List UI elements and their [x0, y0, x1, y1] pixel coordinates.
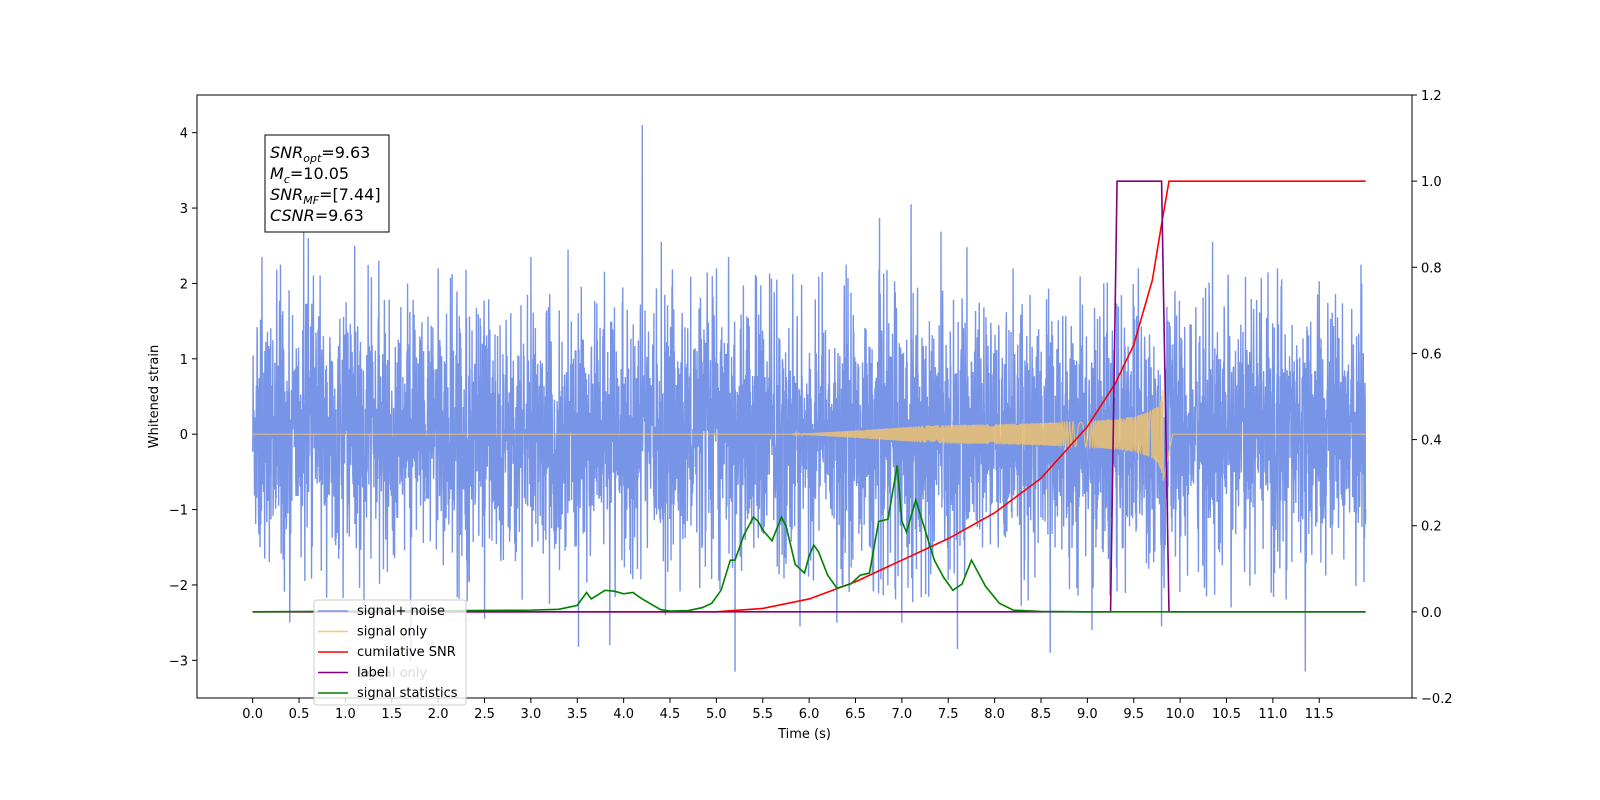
- x-tick-label: 5.0: [706, 707, 727, 722]
- x-tick-label: 7.0: [892, 707, 913, 722]
- legend-frame: [313, 599, 467, 706]
- x-tick-label: 2.0: [428, 707, 449, 722]
- x-tick-label: 6.0: [799, 707, 820, 722]
- x-tick-label: 5.5: [752, 707, 773, 722]
- plot-frame: [196, 94, 1413, 699]
- x-tick-label: 0.0: [242, 707, 263, 722]
- y-right-tick-label: 0.2: [1421, 520, 1442, 535]
- series-signal-noise-line: [251, 125, 1367, 672]
- x-tick-label: 8.5: [1031, 707, 1052, 722]
- y-left-tick-label: −1: [169, 504, 188, 519]
- series-cumilative-snr-line: [252, 180, 1366, 613]
- annotation-line: CSNR=9.63: [270, 206, 364, 225]
- y-right-tick-label: 1.2: [1421, 89, 1442, 104]
- legend-entry: cumilative SNR: [357, 645, 456, 660]
- x-tick-label: 3.0: [521, 707, 542, 722]
- x-tick-label: 9.0: [1077, 707, 1098, 722]
- x-axis: 0.0 0.5 1.0 1.5 2.0 2.5 3.0 3.5 4.0 4.5 5.0 5.5 6.0 6…: [242, 698, 1334, 722]
- x-tick-label: 4.0: [613, 707, 634, 722]
- series-signal-statistics-line: [252, 465, 1366, 613]
- y-left-tick-label: 1: [180, 353, 188, 368]
- y-left-tick-label: 3: [180, 202, 188, 217]
- x-tick-label: 0.5: [289, 707, 310, 722]
- y-right-tick-label: 0.6: [1421, 347, 1442, 362]
- y-right-tick-label: 0.8: [1421, 261, 1442, 276]
- annotation-frame: [264, 134, 390, 233]
- legend-entry: label: [357, 666, 388, 681]
- annotation-line: Mc=10.05: [270, 164, 349, 186]
- y-axis-right: −0.2 0.0 0.2 0.4 0.6 0.8 1.0 1.2: [1412, 89, 1453, 707]
- legend-entry: signal only: [357, 625, 427, 640]
- series-signal-only-line: [252, 389, 1366, 481]
- y-left-tick-label: 2: [180, 277, 188, 292]
- x-tick-label: 6.5: [845, 707, 866, 722]
- annotation-line: SNRopt=9.63: [270, 143, 370, 165]
- legend-entry: signal+ noise: [357, 604, 445, 619]
- y-left-tick-label: −3: [169, 654, 188, 669]
- x-tick-label: 11.0: [1258, 707, 1287, 722]
- y-right-tick-label: 1.0: [1421, 175, 1442, 190]
- y-axis-label: Whitened strain: [147, 345, 162, 448]
- x-tick-label: 1.5: [381, 707, 402, 722]
- x-axis-label: Time (s): [777, 727, 831, 742]
- x-tick-label: 4.5: [660, 707, 681, 722]
- y-left-tick-label: 4: [180, 127, 188, 142]
- legend-entry: signal statistics: [357, 686, 458, 701]
- x-tick-label: 10.5: [1212, 707, 1241, 722]
- y-right-tick-label: −0.2: [1421, 692, 1453, 707]
- x-tick-label: 9.5: [1123, 707, 1144, 722]
- data-layer: [251, 125, 1367, 672]
- x-tick-label: 2.5: [474, 707, 495, 722]
- y-left-tick-label: −2: [169, 579, 188, 594]
- x-tick-label: 10.0: [1166, 707, 1195, 722]
- y-left-tick-label: 0: [180, 428, 188, 443]
- y-axis-left: −3 −2 −1 0 1 2 3 4: [169, 127, 197, 669]
- y-right-tick-label: 0.4: [1421, 434, 1442, 449]
- x-tick-label: 8.0: [984, 707, 1005, 722]
- legend-occluded-text: signal only: [357, 666, 427, 681]
- y-right-tick-label: 0.0: [1421, 606, 1442, 621]
- x-tick-label: 3.5: [567, 707, 588, 722]
- x-tick-label: 7.5: [938, 707, 959, 722]
- x-tick-label: 11.5: [1305, 707, 1334, 722]
- x-tick-label: 1.0: [335, 707, 356, 722]
- legend: signal only signal+ noise signal only cumil…: [313, 599, 467, 706]
- annotation-line: SNRMF=[7.44]: [270, 185, 381, 207]
